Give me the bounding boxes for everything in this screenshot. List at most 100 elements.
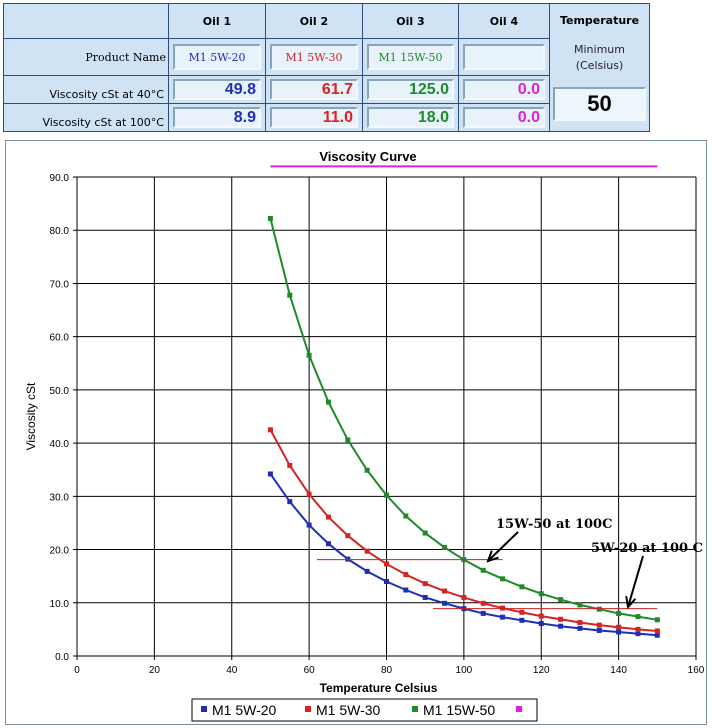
data-point-2 — [635, 614, 641, 620]
data-point-0 — [500, 614, 506, 620]
oil3-v40-cell: 125.0 — [362, 75, 459, 104]
data-point-0 — [596, 627, 602, 633]
y-tick-label: 30.0 — [50, 492, 70, 503]
oil2-v40-input[interactable]: 61.7 — [270, 79, 358, 100]
x-tick-label: 140 — [610, 665, 627, 676]
legend-swatch-2 — [412, 706, 418, 712]
visc40-label: Viscosity cSt at 40°C — [3, 75, 169, 104]
data-point-1 — [635, 626, 641, 632]
data-point-1 — [287, 462, 293, 468]
chart-panel: Viscosity Curve 0 20 40 60 80 100 120 140 160 0.0 1… — [5, 140, 707, 725]
data-point-2 — [325, 399, 331, 405]
data-point-1 — [596, 622, 602, 628]
data-point-1 — [345, 533, 351, 539]
y-tick-label: 50.0 — [50, 386, 70, 397]
oil3-name-input[interactable]: M1 15W-50 — [367, 44, 454, 70]
temperature-input[interactable]: 50 — [553, 87, 646, 121]
annotation-15w50: 15W-50 at 100C — [496, 517, 612, 532]
oil1-header: Oil 1 — [168, 3, 266, 39]
y-tick-label: 20.0 — [50, 546, 70, 557]
data-point-2 — [538, 591, 544, 597]
oil1-name-input[interactable]: M1 5W-20 — [173, 44, 261, 70]
data-point-0 — [267, 471, 273, 477]
data-point-0 — [422, 594, 428, 600]
oil1-v100-input[interactable]: 8.9 — [173, 107, 261, 128]
data-point-2 — [306, 352, 312, 358]
legend-swatch-3 — [516, 706, 522, 712]
data-point-1 — [654, 628, 660, 634]
legend-label-1: M1 5W-30 — [316, 702, 381, 718]
legend-label-0: M1 5W-20 — [212, 702, 277, 718]
oil4-v100-input[interactable]: 0.0 — [463, 107, 545, 128]
data-point-1 — [577, 619, 583, 625]
data-point-2 — [577, 602, 583, 608]
data-point-0 — [480, 610, 486, 616]
annotation-5w20: 5W-20 at 100 C — [591, 541, 703, 556]
x-tick-label: 80 — [381, 665, 393, 676]
x-tick-label: 100 — [456, 665, 473, 676]
data-point-1 — [267, 427, 273, 433]
data-point-0 — [364, 568, 370, 574]
data-point-1 — [538, 613, 544, 619]
product-name-label: Product Name — [3, 38, 169, 76]
data-point-2 — [345, 437, 351, 443]
data-point-2 — [480, 567, 486, 573]
data-point-0 — [403, 587, 409, 593]
data-point-2 — [403, 513, 409, 519]
data-point-2 — [596, 606, 602, 612]
annotation-arrow — [627, 555, 644, 608]
oil3-header: Oil 3 — [362, 3, 459, 39]
oil1-v40-input[interactable]: 49.8 — [173, 79, 261, 100]
data-point-2 — [654, 617, 660, 623]
data-point-1 — [442, 588, 448, 594]
legend-label-2: M1 15W-50 — [423, 702, 495, 718]
oil4-v40-input[interactable]: 0.0 — [463, 79, 545, 100]
data-point-1 — [403, 572, 409, 578]
table-corner — [3, 3, 169, 39]
y-tick-label: 70.0 — [50, 279, 70, 290]
data-point-2 — [616, 610, 622, 616]
oil2-v40-cell: 61.7 — [265, 75, 363, 104]
oil3-v100-input[interactable]: 18.0 — [367, 107, 454, 128]
data-point-2 — [384, 492, 389, 498]
annotation-arrow — [487, 531, 519, 562]
data-point-0 — [442, 600, 448, 606]
data-point-0 — [384, 578, 389, 584]
data-point-0 — [325, 541, 331, 547]
data-point-1 — [364, 548, 370, 554]
oil2-name-input[interactable]: M1 5W-30 — [270, 44, 358, 70]
oil2-v100-input[interactable]: 11.0 — [270, 107, 358, 128]
data-point-2 — [519, 584, 525, 590]
data-point-1 — [422, 581, 428, 587]
temperature-header: Temperature — [559, 14, 640, 27]
oil3-v100-cell: 18.0 — [362, 103, 459, 132]
oil1-v100-cell: 8.9 — [168, 103, 266, 132]
data-point-0 — [635, 631, 641, 637]
x-axis-label: Temperature Celsius — [320, 681, 438, 695]
legend-box — [191, 698, 538, 722]
data-point-0 — [538, 621, 544, 627]
y-tick-label: 60.0 — [50, 333, 70, 344]
data-point-1 — [384, 561, 389, 567]
y-tick-label: 0.0 — [55, 652, 69, 663]
x-tick-label: 20 — [149, 665, 161, 676]
oil4-name-input[interactable] — [463, 44, 545, 70]
data-point-0 — [519, 617, 525, 623]
data-point-2 — [558, 597, 564, 603]
y-tick-label: 90.0 — [50, 173, 70, 184]
y-tick-label: 10.0 — [50, 599, 70, 610]
viscosity-chart: Viscosity Curve 0 20 40 60 80 100 120 140 160 0.0 1… — [24, 149, 705, 722]
x-tick-label: 160 — [688, 665, 705, 676]
data-point-1 — [306, 491, 312, 497]
x-tick-label: 60 — [304, 665, 316, 676]
data-point-1 — [325, 514, 331, 520]
legend-swatch-0 — [201, 706, 207, 712]
data-point-2 — [500, 576, 506, 582]
temperature-sublabel: Minimum (Celsius) — [574, 43, 625, 72]
oil3-v40-input[interactable]: 125.0 — [367, 79, 454, 100]
oil2-name-cell: M1 5W-30 — [265, 38, 363, 76]
x-tick-label: 0 — [74, 665, 80, 676]
data-point-0 — [654, 632, 660, 638]
oil4-v40-cell: 0.0 — [458, 75, 550, 104]
annotation-arrow-head — [625, 595, 637, 610]
